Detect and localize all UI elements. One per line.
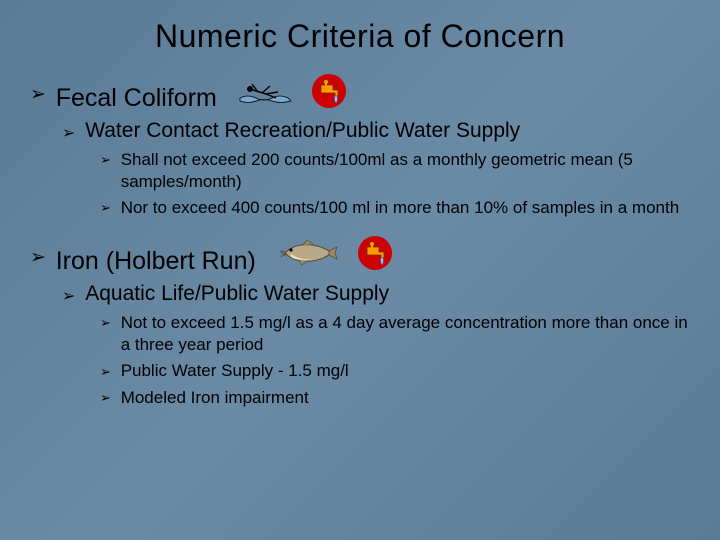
fish-icon — [277, 237, 339, 269]
list-item: ➢ Not to exceed 1.5 mg/l as a 4 day aver… — [100, 312, 690, 356]
section-heading-text: Fecal Coliform — [56, 73, 690, 113]
list-item-text: Public Water Supply - 1.5 mg/l — [121, 360, 690, 382]
icon-group — [277, 235, 393, 271]
bullet-icon: ➢ — [62, 123, 75, 143]
subsection-text: Aquatic Life/Public Water Supply — [85, 282, 690, 306]
list-item: ➢ Shall not exceed 200 counts/100ml as a… — [100, 149, 690, 193]
subsection-heading: ➢ Aquatic Life/Public Water Supply — [62, 282, 690, 306]
bullet-icon: ➢ — [30, 83, 46, 105]
slide-container: Numeric Criteria of Concern ➢ Fecal Coli… — [0, 0, 720, 423]
list-item-text: Nor to exceed 400 counts/100 ml in more … — [121, 197, 690, 219]
swimmer-icon — [238, 76, 293, 106]
faucet-icon — [357, 235, 393, 271]
faucet-icon — [311, 73, 347, 109]
slide-title: Numeric Criteria of Concern — [30, 18, 690, 55]
heading-label: Iron (Holbert Run) — [56, 247, 256, 275]
list-item: ➢ Modeled Iron impairment — [100, 387, 690, 409]
bullet-icon: ➢ — [62, 286, 75, 306]
subsection-text: Water Contact Recreation/Public Water Su… — [85, 119, 690, 143]
section-heading-fecal: ➢ Fecal Coliform — [30, 73, 690, 113]
subsection-heading: ➢ Water Contact Recreation/Public Water … — [62, 119, 690, 143]
bullet-icon: ➢ — [100, 364, 111, 381]
heading-label: Fecal Coliform — [56, 84, 217, 112]
list-item-text: Modeled Iron impairment — [121, 387, 690, 409]
section-heading-text: Iron (Holbert Run) — [56, 235, 690, 276]
bullet-icon: ➢ — [100, 152, 111, 169]
bullet-icon: ➢ — [100, 200, 111, 217]
bullet-icon: ➢ — [30, 246, 46, 268]
section-heading-iron: ➢ Iron (Holbert Run) — [30, 235, 690, 276]
icon-group — [238, 73, 347, 109]
list-item-text: Shall not exceed 200 counts/100ml as a m… — [121, 149, 690, 193]
list-item: ➢ Nor to exceed 400 counts/100 ml in mor… — [100, 197, 690, 219]
bullet-icon: ➢ — [100, 315, 111, 332]
bullet-icon: ➢ — [100, 390, 111, 407]
list-item-text: Not to exceed 1.5 mg/l as a 4 day averag… — [121, 312, 690, 356]
list-item: ➢ Public Water Supply - 1.5 mg/l — [100, 360, 690, 382]
